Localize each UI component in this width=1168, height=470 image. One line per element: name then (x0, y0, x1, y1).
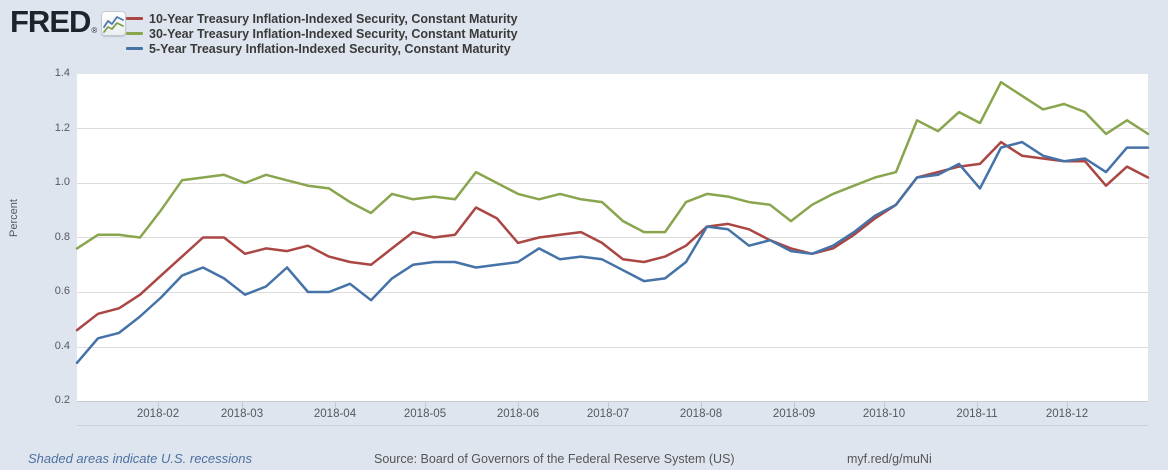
x-tick-mark-2018-02 (158, 402, 159, 408)
axis-divider-line (77, 425, 1148, 426)
x-tick-label-2018-06: 2018-06 (496, 408, 540, 420)
x-tick-mark-2018-12 (1067, 402, 1068, 408)
y-tick-label-0.2: 0.2 (54, 394, 70, 406)
fred-logo[interactable]: FRED ® (10, 4, 127, 39)
x-tick-mark-2018-05 (425, 402, 426, 408)
fred-logo-text: FRED (10, 4, 91, 39)
gridline-1.0 (77, 183, 1148, 184)
series-line-1 (75, 80, 1150, 250)
series-line-2 (75, 140, 1150, 365)
line-chart-icon (101, 11, 127, 36)
legend-label-5yr: 5-Year Treasury Inflation-Indexed Securi… (149, 41, 511, 56)
legend-item-5yr: 5-Year Treasury Inflation-Indexed Securi… (126, 41, 518, 56)
source-text: Source: Board of Governors of the Federa… (374, 452, 735, 466)
legend-swatch-5yr (126, 47, 143, 50)
y-tick-label-1.4: 1.4 (54, 67, 70, 79)
x-tick-mark-2018-03 (242, 402, 243, 408)
short-url-link[interactable]: myf.red/g/muNi (847, 452, 932, 466)
x-tick-label-2018-07: 2018-07 (586, 408, 630, 420)
y-tick-label-1.2: 1.2 (54, 121, 70, 134)
plot-area[interactable] (77, 74, 1148, 402)
x-tick-label-2018-09: 2018-09 (772, 408, 816, 420)
x-tick-mark-2018-10 (884, 402, 885, 408)
legend-label-30yr: 30-Year Treasury Inflation-Indexed Secur… (149, 26, 518, 41)
legend-label-10yr: 10-Year Treasury Inflation-Indexed Secur… (149, 11, 518, 26)
x-tick-mark-2018-06 (518, 402, 519, 408)
x-tick-mark-2018-07 (608, 402, 609, 408)
x-tick-mark-2018-09 (794, 402, 795, 408)
x-tick-mark-2018-04 (335, 402, 336, 408)
legend: 10-Year Treasury Inflation-Indexed Secur… (126, 11, 518, 56)
gridline-0.2 (77, 401, 1148, 402)
x-tick-label-2018-10: 2018-10 (862, 408, 906, 420)
legend-swatch-30yr (126, 32, 143, 35)
x-tick-label-2018-02: 2018-02 (136, 408, 180, 420)
registered-trademark-icon: ® (91, 26, 98, 35)
recession-note-link[interactable]: Shaded areas indicate U.S. recessions (28, 451, 253, 466)
gridline-0.4 (77, 347, 1148, 348)
x-tick-label-2018-04: 2018-04 (313, 408, 357, 420)
x-tick-label-2018-03: 2018-03 (220, 408, 264, 420)
x-tick-mark-2018-08 (701, 402, 702, 408)
legend-swatch-10yr (126, 17, 143, 20)
gridline-0.8 (77, 237, 1148, 238)
y-tick-label-0.4: 0.4 (54, 339, 70, 352)
series-line-0 (75, 140, 1150, 332)
gridline-0.6 (77, 292, 1148, 293)
x-tick-mark-2018-11 (977, 402, 978, 408)
x-tick-label-2018-08: 2018-08 (679, 408, 723, 420)
gridline-1.2 (77, 128, 1148, 129)
x-tick-label-2018-05: 2018-05 (403, 408, 447, 420)
legend-item-10yr: 10-Year Treasury Inflation-Indexed Secur… (126, 11, 518, 26)
x-tick-label-2018-12: 2018-12 (1045, 408, 1089, 420)
y-tick-label-0.6: 0.6 (54, 285, 70, 297)
legend-item-30yr: 30-Year Treasury Inflation-Indexed Secur… (126, 26, 518, 41)
y-tick-label-1.0: 1.0 (54, 176, 70, 188)
x-tick-label-2018-11: 2018-11 (956, 408, 998, 420)
y-tick-label-0.8: 0.8 (54, 230, 70, 243)
